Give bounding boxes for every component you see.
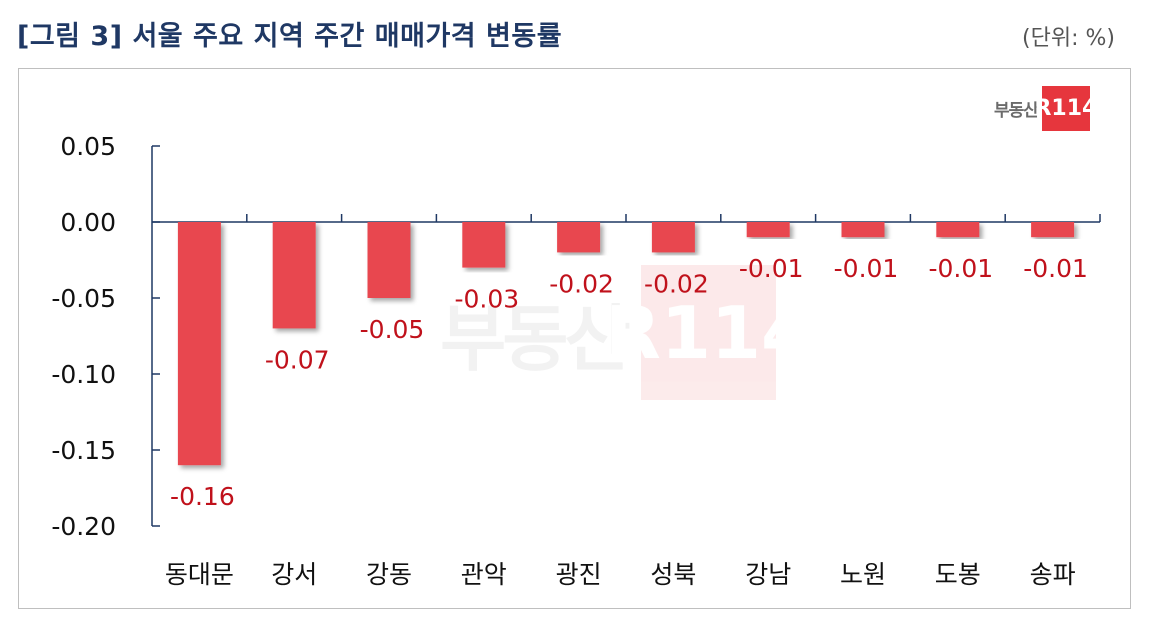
bar [272,222,316,329]
category-label: 동대문 [165,560,234,589]
logo-badge: R114 [1034,86,1097,131]
chart-title: [그림 3] 서울 주요 지역 주간 매매가격 변동률 [17,21,563,52]
brand-logo: 부동산 R114 [994,86,1097,131]
category-label: 송파 [1030,560,1076,589]
y-tick-label: -0.20 [51,512,116,541]
unit-label: (단위: %) [1022,26,1115,51]
watermark-text: 부동산 [440,297,631,381]
y-tick-label: 0.05 [60,132,116,161]
bar-value-label: -0.05 [360,315,425,344]
bar [746,222,790,238]
category-label: 관악 [461,560,507,589]
bar [936,222,980,238]
y-tick-label: -0.10 [51,360,116,389]
bar [367,222,411,298]
bar-value-label: -0.03 [454,285,519,314]
category-label: 강서 [271,560,317,589]
y-tick-label: -0.05 [51,284,116,313]
bar [557,222,601,253]
bar-value-label: -0.01 [834,254,899,283]
bar [462,222,506,268]
bar-value-label: -0.01 [1023,254,1088,283]
category-label: 노원 [840,560,886,589]
bar-value-label: -0.02 [644,269,709,298]
bar-value-label: -0.16 [170,482,235,511]
bar-value-label: -0.01 [739,254,804,283]
category-label: 광진 [556,560,602,589]
bar [841,222,885,238]
bar [651,222,695,253]
watermark-logo: 부동산 R114 [440,265,811,400]
category-label: 도봉 [935,560,981,589]
chart-frame [18,68,1131,609]
bar [177,222,221,466]
y-tick-label: -0.15 [51,436,116,465]
bar-value-label: -0.02 [549,269,614,298]
y-tick-label: 0.00 [60,208,116,237]
bar-value-label: -0.07 [265,345,330,374]
bar [1031,222,1075,238]
category-label: 강남 [745,560,791,589]
category-label: 강동 [366,560,412,589]
logo-text: 부동산 [994,101,1039,121]
bar-value-label: -0.01 [928,254,993,283]
category-label: 성북 [650,560,696,589]
